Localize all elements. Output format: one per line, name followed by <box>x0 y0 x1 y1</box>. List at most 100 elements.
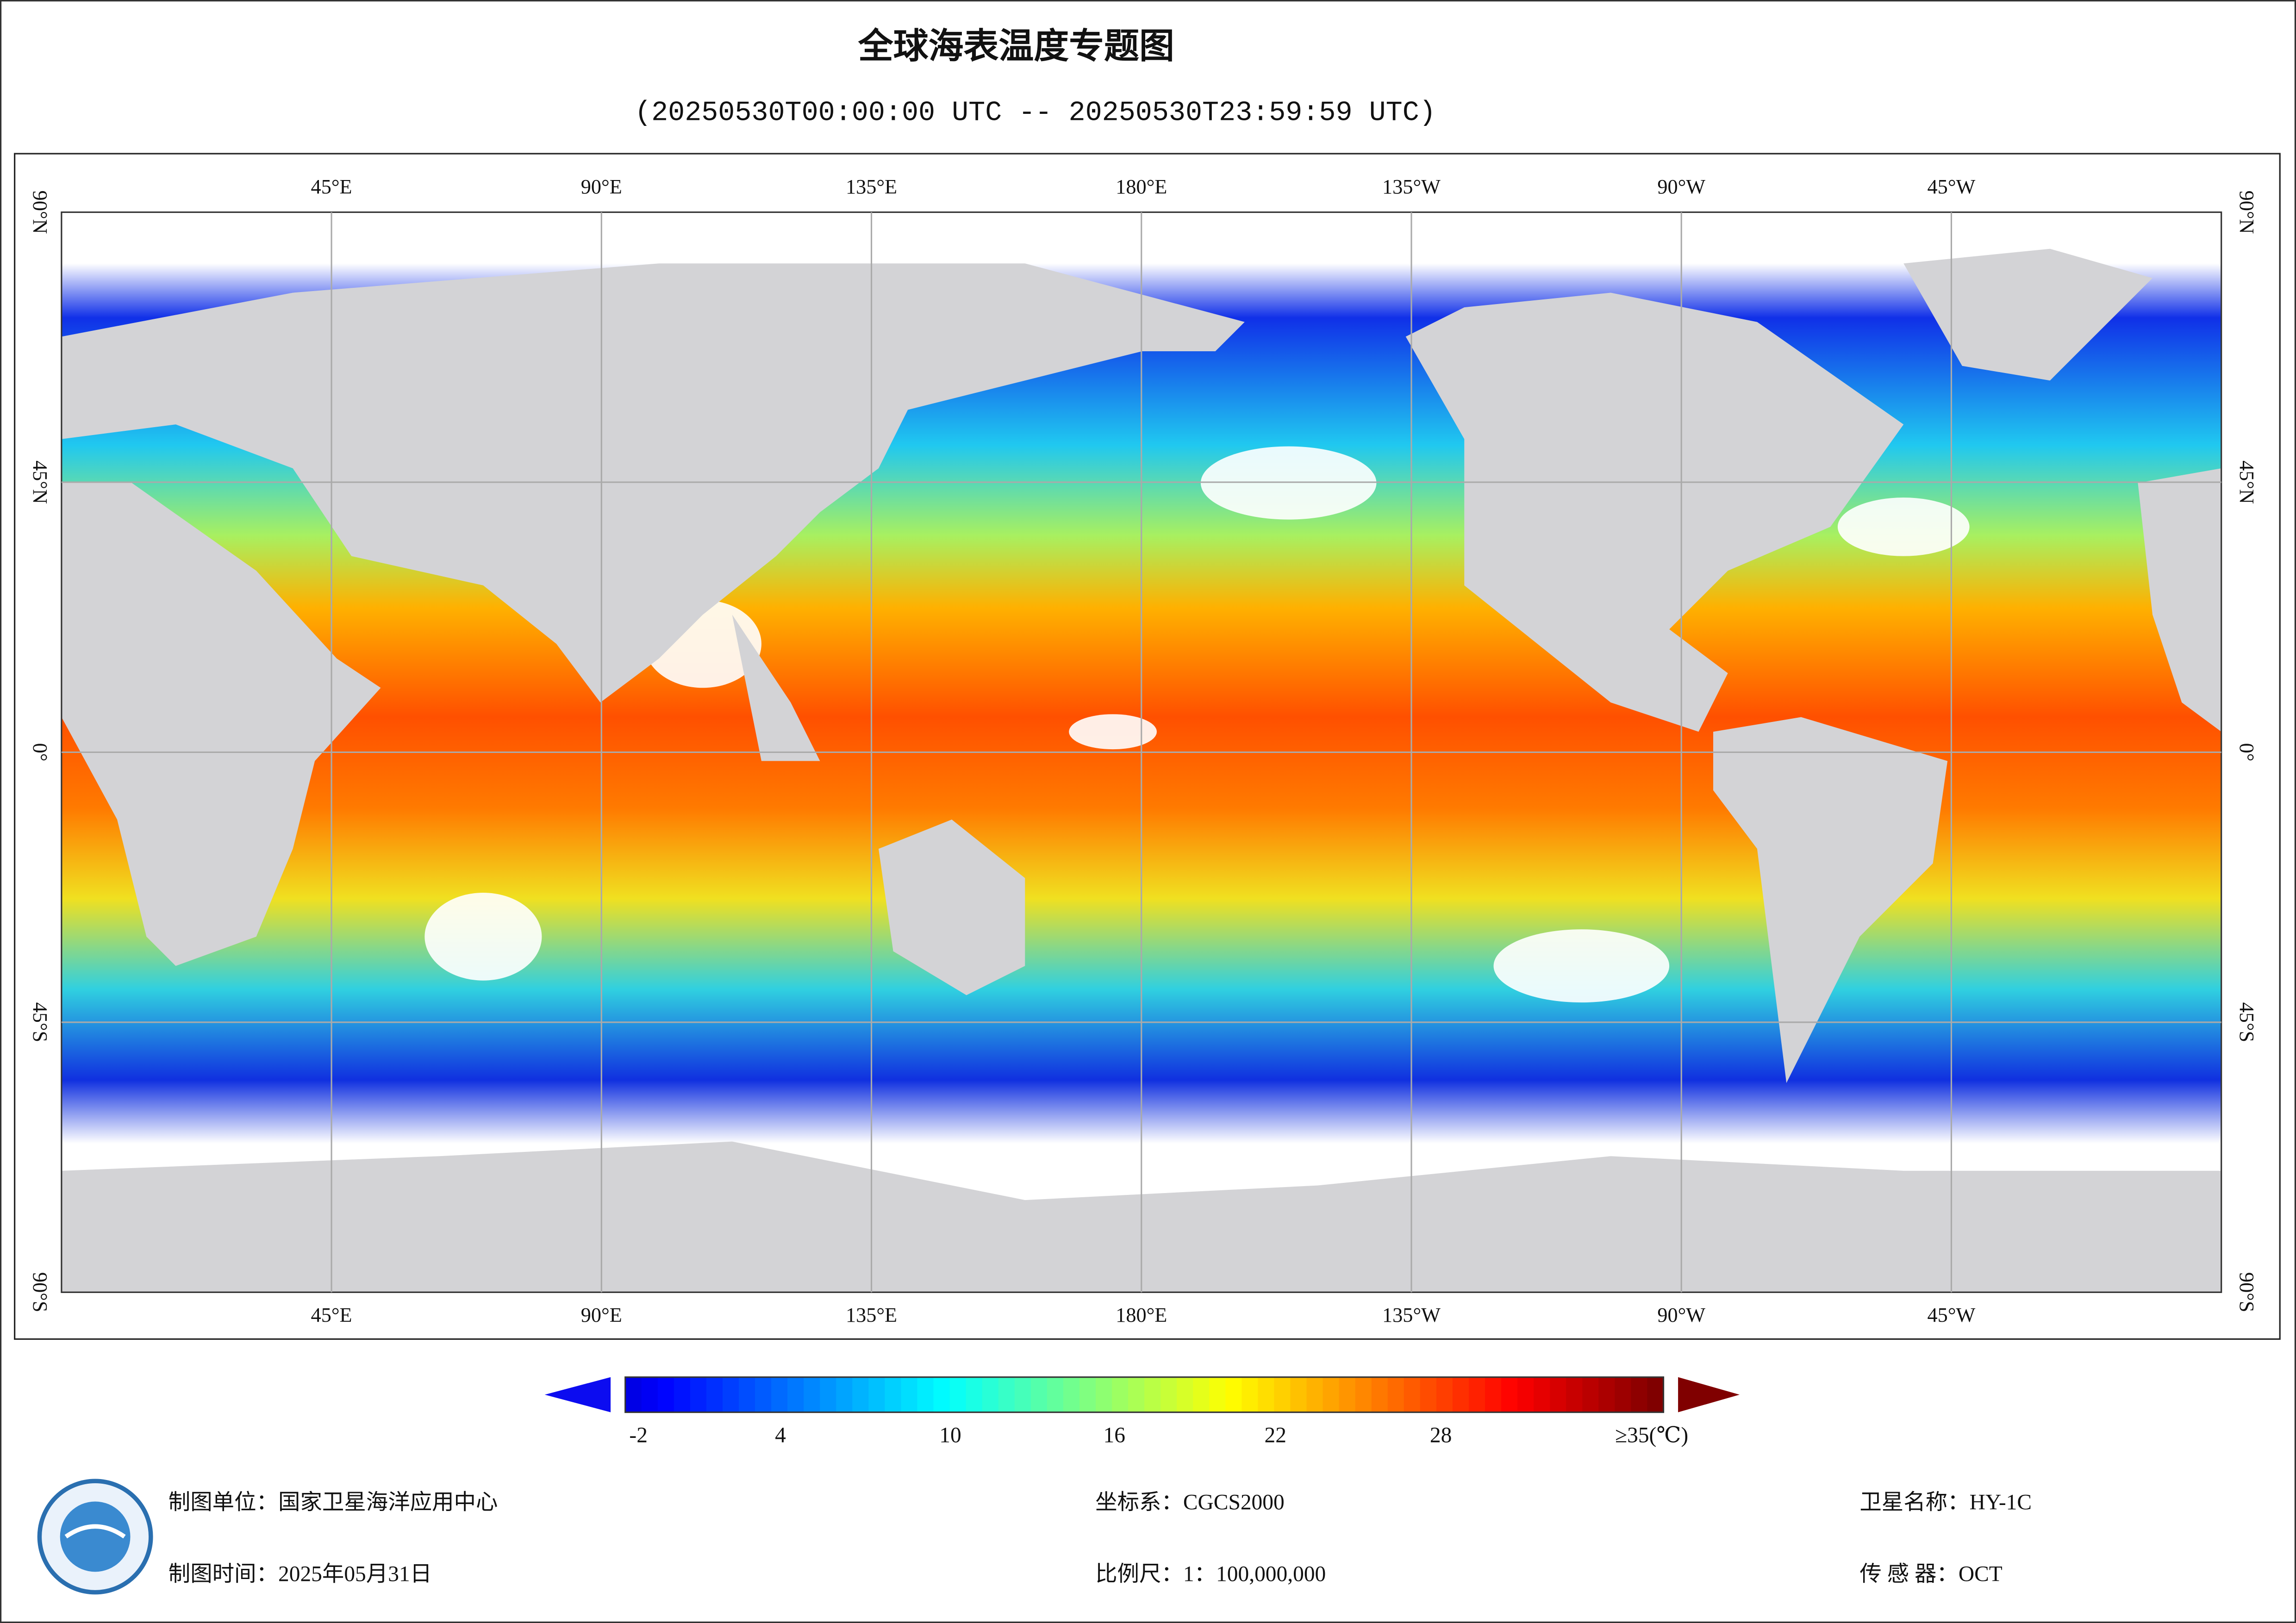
lat-label-left: 0° <box>29 743 51 762</box>
colorbar-swatch <box>1339 1377 1356 1412</box>
lat-label-left: 45°N <box>29 460 51 504</box>
colorbar-swatch <box>1485 1377 1502 1412</box>
lon-label-bottom: 180°E <box>1116 1304 1167 1326</box>
footer-scale: 比例尺：1：100,000,000 <box>1095 1562 1326 1586</box>
lon-label-bottom: 45°E <box>311 1304 352 1326</box>
colorbar-label: 22 <box>1264 1423 1286 1447</box>
colorbar-swatch <box>1404 1377 1421 1412</box>
colorbar-swatch <box>1323 1377 1340 1412</box>
footer-crs: 坐标系：CGCS2000 <box>1095 1491 1285 1515</box>
lon-label-bottom: 90°W <box>1657 1304 1705 1326</box>
colorbar-swatch <box>1534 1377 1551 1412</box>
colorbar-swatch <box>1306 1377 1324 1412</box>
colorbar-swatch <box>1274 1377 1292 1412</box>
colorbar-swatch <box>1452 1377 1470 1412</box>
colorbar-swatch <box>820 1377 837 1412</box>
colorbar-swatch <box>1582 1377 1599 1412</box>
colorbar-swatch <box>1193 1377 1210 1412</box>
lat-label-right: 45°S <box>2235 1002 2258 1043</box>
colorbar-label: ≥35(℃) <box>1615 1423 1688 1447</box>
colorbar-over <box>1678 1377 1740 1412</box>
colorbar-swatch <box>901 1377 918 1412</box>
colorbar-outline <box>624 1376 1665 1413</box>
colorbar-under <box>544 1377 611 1412</box>
colorbar-swatch <box>1436 1377 1454 1412</box>
colorbar-swatch <box>1566 1377 1583 1412</box>
colorbar-swatch <box>1550 1377 1567 1412</box>
lon-label-bottom: 90°E <box>581 1304 622 1326</box>
lon-label-top: 135°E <box>846 175 897 198</box>
lon-label-bottom: 135°E <box>846 1304 897 1326</box>
colorbar-swatch <box>1160 1377 1178 1412</box>
colorbar-swatch <box>1387 1377 1405 1412</box>
colorbar-swatch <box>1128 1377 1145 1412</box>
colorbar-swatch <box>949 1377 967 1412</box>
colorbar-swatch <box>706 1377 724 1412</box>
lat-label-right: 90°N <box>2235 191 2258 234</box>
colorbar-swatch <box>982 1377 999 1412</box>
colorbar-swatch <box>787 1377 805 1412</box>
colorbar-swatch <box>933 1377 951 1412</box>
colorbar-swatch <box>1355 1377 1373 1412</box>
lon-label-top: 45°E <box>311 175 352 198</box>
colorbar-swatch <box>1517 1377 1535 1412</box>
colorbar-swatch <box>739 1377 756 1412</box>
colorbar-swatch <box>755 1377 772 1412</box>
lon-label-bottom: 45°W <box>1928 1304 1976 1326</box>
colorbar-label: 28 <box>1430 1423 1452 1447</box>
colorbar-swatch <box>917 1377 935 1412</box>
lat-label-left: 90°N <box>29 191 51 234</box>
colorbar-swatch <box>1647 1377 1665 1412</box>
colorbar-swatch <box>1063 1377 1080 1412</box>
logo <box>37 1479 153 1595</box>
lon-label-top: 135°W <box>1382 175 1441 198</box>
colorbar-swatch <box>1079 1377 1097 1412</box>
lon-label-top: 90°E <box>581 175 622 198</box>
colorbar-swatch <box>1631 1377 1648 1412</box>
lon-label-top: 45°W <box>1928 175 1976 198</box>
colorbar-swatch <box>674 1377 691 1412</box>
lat-label-right: 0° <box>2235 743 2258 762</box>
title: 全球海表温度专题图 <box>858 25 1174 66</box>
colorbar-swatch <box>625 1377 643 1412</box>
colorbar-swatch <box>1144 1377 1161 1412</box>
colorbar-swatch <box>690 1377 707 1412</box>
lat-label-right: 90°S <box>2235 1272 2258 1312</box>
colorbar-swatch <box>1420 1377 1437 1412</box>
colorbar-swatch <box>852 1377 869 1412</box>
subtitle: (20250530T00:00:00 UTC -- 20250530T23:59… <box>635 97 1436 129</box>
colorbar-label: 16 <box>1104 1423 1125 1447</box>
colorbar-swatch <box>1468 1377 1486 1412</box>
footer-unit: 制图单位：国家卫星海洋应用中心 <box>168 1491 498 1515</box>
colorbar-swatch <box>1030 1377 1048 1412</box>
lon-label-top: 180°E <box>1116 175 1167 198</box>
colorbar-swatch <box>1112 1377 1129 1412</box>
colorbar-swatch <box>1225 1377 1242 1412</box>
colorbar-swatch <box>1177 1377 1194 1412</box>
map <box>61 211 2222 1293</box>
colorbar-swatch <box>641 1377 659 1412</box>
colorbar-label: 4 <box>775 1423 786 1447</box>
colorbar-swatch <box>885 1377 902 1412</box>
colorbar-swatch <box>771 1377 788 1412</box>
colorbar-swatch <box>1290 1377 1308 1412</box>
lat-label-right: 45°N <box>2235 460 2258 504</box>
footer-date: 制图时间：2025年05月31日 <box>168 1562 432 1586</box>
colorbar-swatch <box>1242 1377 1259 1412</box>
colorbar-swatch <box>1615 1377 1632 1412</box>
colorbar-swatch <box>804 1377 821 1412</box>
colorbar-swatch <box>1209 1377 1226 1412</box>
footer-sensor: 传 感 器：OCT <box>1859 1562 2002 1586</box>
colorbar-swatch <box>1258 1377 1275 1412</box>
colorbar-swatch <box>722 1377 740 1412</box>
colorbar-swatch <box>657 1377 675 1412</box>
colorbar-swatch <box>1501 1377 1518 1412</box>
colorbar-swatch <box>1371 1377 1389 1412</box>
footer-satellite: 卫星名称：HY-1C <box>1859 1491 2032 1515</box>
colorbar-swatch <box>1014 1377 1032 1412</box>
colorbar-swatch <box>1047 1377 1064 1412</box>
colorbar-swatch <box>998 1377 1016 1412</box>
colorbar-swatch <box>1598 1377 1616 1412</box>
lon-label-top: 90°W <box>1657 175 1705 198</box>
